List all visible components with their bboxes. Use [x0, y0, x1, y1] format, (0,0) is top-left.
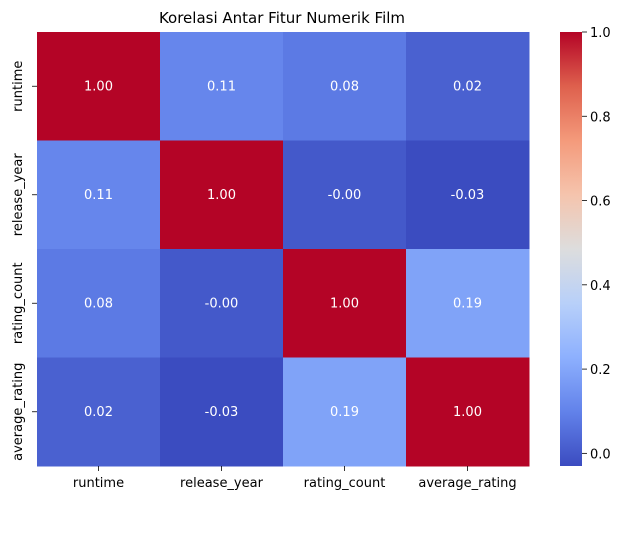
cell-value-label: 1.00	[453, 405, 482, 420]
heatmap-cell	[37, 249, 161, 358]
y-tick-label: runtime	[11, 61, 26, 112]
chart-title: Korelasi Antar Fitur Numerik Film	[159, 9, 405, 27]
heatmap-cell	[283, 249, 407, 358]
colorbar-gradient	[560, 32, 582, 466]
cell-value-label: 1.00	[207, 188, 236, 203]
heatmap-cells: 1.00 0.11 0.08 0.02 0.11 1.00 -0.00 -0.03 0.08 -0…	[37, 32, 530, 467]
cell-value-label: 0.08	[330, 79, 359, 94]
x-tick-label: release_year	[180, 476, 264, 491]
heatmap-cell	[283, 32, 407, 141]
cell-value-label: 1.00	[330, 296, 359, 311]
cell-value-label: -0.03	[451, 188, 485, 203]
heatmap-cell	[160, 357, 284, 467]
heatmap-cell	[283, 140, 407, 250]
heatmap-cell	[406, 140, 530, 250]
cell-value-label: 0.02	[453, 79, 482, 94]
y-tick-label: rating_count	[11, 262, 26, 344]
cell-value-label: 0.19	[330, 405, 359, 420]
heatmap-cell	[160, 140, 284, 250]
x-tick-label: average_rating	[418, 476, 516, 491]
heatmap-cell	[37, 140, 161, 250]
cell-value-label: 1.00	[84, 79, 113, 94]
cell-value-label: 0.08	[84, 296, 113, 311]
colorbar-tick-label: 1.0	[590, 26, 611, 41]
cell-value-label: 0.19	[453, 296, 482, 311]
cell-value-label: 0.11	[207, 79, 236, 94]
colorbar-tick-label: 0.6	[590, 195, 611, 210]
cell-value-label: 0.11	[84, 188, 113, 203]
y-tick-label: average_rating	[11, 363, 26, 461]
colorbar-tick-label: 0.0	[590, 447, 611, 462]
colorbar-tick-label: 0.4	[590, 279, 611, 294]
x-axis: runtime release_year rating_count average_r…	[73, 466, 517, 491]
y-tick-label: release_year	[11, 153, 26, 237]
cell-value-label: -0.03	[205, 405, 239, 420]
colorbar: 0.0 0.2 0.4 0.6 0.8 1.0	[560, 26, 611, 466]
heatmap-cell	[160, 32, 284, 141]
colorbar-tick-label: 0.2	[590, 363, 611, 378]
heatmap-cell	[406, 32, 530, 141]
cell-value-label: 0.02	[84, 405, 113, 420]
heatmap-cell	[37, 32, 161, 141]
y-axis: runtime release_year rating_count average_r…	[11, 61, 37, 461]
cell-value-label: -0.00	[328, 188, 362, 203]
heatmap-cell	[160, 249, 284, 358]
cell-value-label: -0.00	[205, 296, 239, 311]
heatmap-cell	[283, 357, 407, 467]
heatmap-cell	[37, 357, 161, 467]
colorbar-tick-label: 0.8	[590, 110, 611, 125]
x-tick-label: rating_count	[304, 476, 386, 491]
heatmap-cell	[406, 357, 530, 467]
heatmap-cell	[406, 249, 530, 358]
x-tick-label: runtime	[73, 476, 124, 491]
